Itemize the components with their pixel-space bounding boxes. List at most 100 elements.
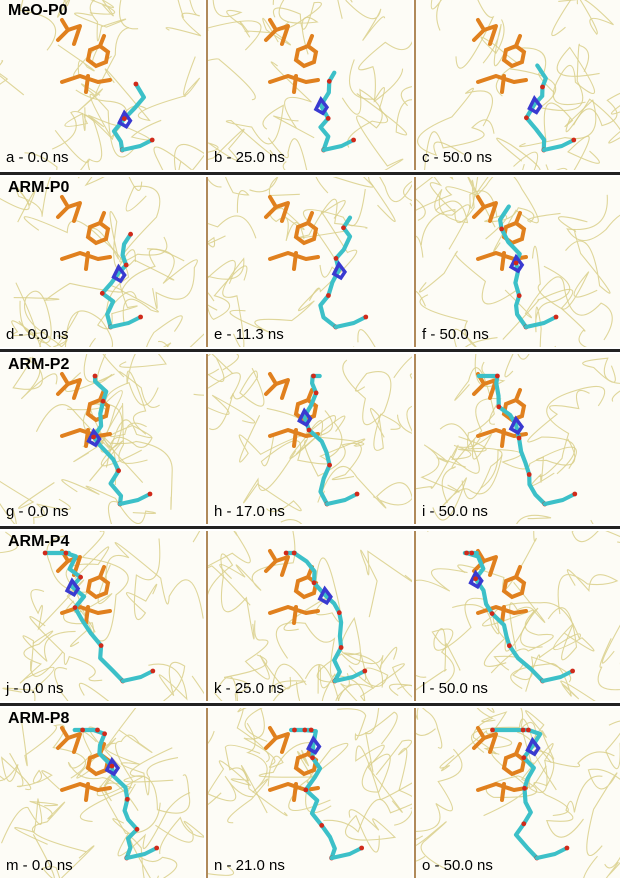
backbone-tube [516, 514, 552, 524]
backbone-tube [208, 354, 220, 376]
residue-stick [514, 388, 522, 402]
row-arm-p2: g - 0.0 ns h - 17.0 ns i - 50.0 ns ARM-P… [0, 354, 620, 524]
ligand-chain [476, 373, 547, 507]
backbone-tube [430, 0, 442, 31]
backbone-tube [147, 248, 198, 309]
oxygen-atom [333, 256, 339, 261]
oxygen-atom [516, 435, 522, 441]
residue-stick [514, 34, 522, 48]
backbone-tube [480, 446, 577, 489]
backbone-tube [208, 178, 222, 188]
backbone-tube [153, 143, 204, 170]
oxygen-atom [354, 491, 360, 497]
column-separator [206, 531, 208, 701]
backbone-tube [605, 720, 620, 770]
oxygen-atom [464, 550, 469, 556]
backbone-tube [96, 354, 160, 408]
backbone-tube [104, 56, 201, 122]
residue-stick [264, 201, 290, 223]
backbone-tube [52, 311, 79, 347]
backbone-tube [13, 249, 136, 301]
backbone-tube [416, 708, 443, 749]
residue-stick [98, 565, 106, 579]
backbone-tube [208, 760, 268, 814]
residue-stick [472, 201, 498, 223]
backbone-tube [120, 248, 185, 326]
column-separator [414, 177, 416, 347]
ligand-ring [508, 415, 525, 436]
backbone-tube [119, 185, 168, 263]
backbone-tube [343, 646, 398, 688]
panel-n: n - 21.0 ns [208, 708, 412, 878]
oxygen-atom [363, 314, 369, 320]
backbone-tube [243, 708, 284, 787]
ligand-tail [321, 138, 356, 152]
backbone-tube [571, 531, 620, 544]
backbone-tube [208, 58, 256, 101]
oxygen-atom [128, 231, 134, 237]
backbone-tube [502, 271, 598, 340]
backbone-tube [35, 404, 153, 450]
backbone-tube [155, 816, 204, 855]
residue-stick [500, 74, 506, 94]
panel-label: k - 25.0 ns [214, 680, 285, 697]
backbone-tube [94, 428, 173, 510]
oxygen-atom [319, 823, 325, 828]
residue-stick [264, 378, 290, 400]
ligand-tail [120, 669, 155, 683]
ligand-tail [325, 492, 360, 506]
backbone-tube [431, 628, 461, 684]
panel-label: i - 50.0 ns [422, 503, 488, 520]
backbone-tube [582, 357, 620, 402]
backbone-tube [22, 630, 76, 677]
column-separator [206, 177, 208, 347]
ligand-ring [64, 577, 81, 598]
backbone-tube [416, 748, 463, 862]
backbone-tube [323, 799, 412, 833]
residue-stick [56, 732, 82, 754]
molecule-render [0, 531, 204, 701]
residue-stick [306, 211, 314, 225]
backbone-tube [105, 419, 153, 468]
backbone-tube [556, 135, 600, 170]
molecule-render [0, 177, 204, 347]
ligand-chain [524, 63, 548, 153]
backbone-tube [208, 20, 262, 51]
backbone-tube [361, 708, 391, 793]
oxygen-atom [571, 137, 577, 143]
oxygen-atom [516, 293, 522, 299]
row-title: ARM-P8 [8, 710, 70, 727]
molecule-render [416, 354, 620, 524]
backbone-tube [0, 498, 71, 524]
oxygen-atom [78, 574, 83, 580]
residue-ring [501, 751, 527, 777]
backbone-tube [513, 151, 539, 170]
ligand-tail [540, 669, 575, 683]
ligand-tail [541, 138, 576, 152]
backbone-tube [490, 607, 554, 674]
oxygen-atom [122, 116, 127, 122]
backbone-tube [11, 300, 52, 347]
oxygen-atom [310, 755, 315, 761]
oxygen-atom [362, 668, 368, 674]
residue-stick [56, 24, 82, 46]
oxygen-atom [526, 472, 532, 477]
backbone-tube [112, 792, 191, 857]
backbone-tube [208, 215, 257, 248]
residue-ring [501, 574, 527, 600]
backbone-tube [288, 742, 349, 814]
oxygen-atom [147, 491, 153, 497]
row-arm-p0: d - 0.0 ns e - 11.3 ns f - 50.0 ns ARM-P… [0, 177, 620, 347]
backbone-tube [335, 673, 358, 701]
residue-stick [56, 378, 82, 400]
backbone-tube [590, 519, 594, 524]
residue-stick [514, 211, 522, 225]
backbone-tube [504, 354, 530, 378]
backbone-tube [39, 310, 114, 347]
molecule-render [0, 708, 204, 878]
row-title: ARM-P2 [8, 356, 70, 373]
backbone-tube [552, 46, 600, 106]
oxygen-atom [109, 763, 115, 769]
panel-label: l - 50.0 ns [422, 680, 488, 697]
residue-stick [60, 372, 70, 386]
